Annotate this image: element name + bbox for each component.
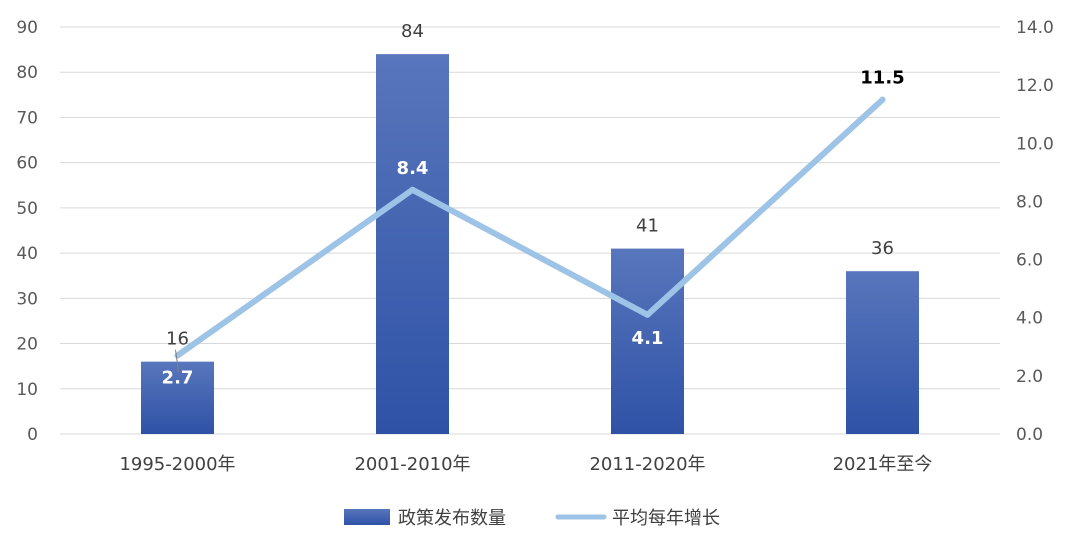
bars (141, 54, 919, 435)
bar (846, 271, 919, 434)
line-point (174, 352, 181, 359)
bar (376, 54, 449, 435)
right-axis-tick-label: 8.0 (1016, 192, 1043, 212)
category-label: 2011-2020年 (589, 454, 705, 475)
line-value-label: 2.7 (162, 368, 194, 389)
category-label: 2021年至今 (833, 454, 933, 475)
legend-bar-label: 政策发布数量 (398, 508, 506, 529)
data-labels: 16 84 41 36 2.7 8.4 4.1 11.5 (162, 21, 905, 388)
right-axis: 0.0 2.0 4.0 6.0 8.0 10.0 12.0 14.0 (1016, 18, 1054, 445)
legend-bar-swatch (344, 509, 390, 525)
right-axis-tick-label: 14.0 (1016, 18, 1054, 38)
category-label: 1995-2000年 (119, 454, 235, 475)
bar (141, 361, 214, 434)
left-axis-tick-label: 40 (16, 244, 38, 264)
line-value-label: 8.4 (397, 158, 429, 179)
legend: 政策发布数量 平均每年增长 (344, 508, 720, 529)
right-axis-tick-label: 12.0 (1016, 76, 1054, 96)
legend-line-label: 平均每年增长 (612, 508, 720, 529)
label-leader-line (175, 349, 179, 372)
line-value-label: 4.1 (632, 328, 664, 349)
left-axis-tick-label: 60 (16, 154, 38, 174)
right-axis-tick-label: 10.0 (1016, 134, 1054, 154)
right-axis-tick-label: 6.0 (1016, 251, 1043, 271)
right-axis-tick-label: 4.0 (1016, 309, 1043, 329)
left-axis-tick-label: 20 (16, 335, 38, 355)
left-axis-tick-label: 30 (16, 289, 38, 309)
left-axis: 0 10 20 30 40 50 60 70 80 90 (16, 18, 38, 445)
left-axis-tick-label: 10 (16, 380, 38, 400)
right-axis-tick-label: 2.0 (1016, 367, 1043, 387)
left-axis-tick-label: 70 (16, 108, 38, 128)
bar (611, 248, 684, 434)
left-axis-tick-label: 80 (16, 63, 38, 83)
category-label: 2001-2010年 (354, 454, 470, 475)
left-axis-tick-label: 90 (16, 18, 38, 38)
line-point (644, 311, 651, 318)
line-series-path (174, 96, 886, 359)
line-point (879, 96, 886, 103)
bar-value-label: 16 (166, 329, 189, 350)
line-series (174, 96, 886, 359)
category-axis: 1995-2000年 2001-2010年 2011-2020年 2021年至今 (119, 454, 932, 475)
bar-value-label: 36 (871, 238, 894, 259)
bar-value-label: 41 (636, 216, 659, 237)
line-value-label: 11.5 (860, 68, 904, 89)
bar-value-label: 84 (401, 21, 424, 42)
left-axis-tick-label: 50 (16, 199, 38, 219)
left-axis-tick-label: 0 (27, 425, 38, 445)
right-axis-tick-label: 0.0 (1016, 425, 1043, 445)
line-point (409, 186, 416, 193)
